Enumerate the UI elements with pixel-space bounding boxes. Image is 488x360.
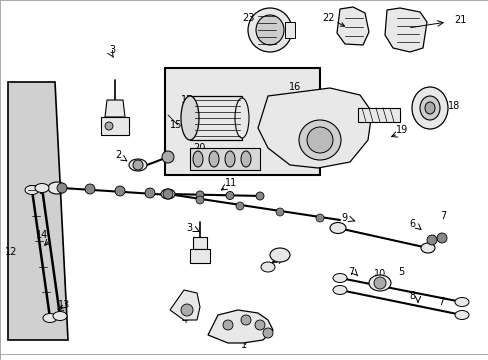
Text: 6: 6 xyxy=(408,219,414,229)
Polygon shape xyxy=(258,88,371,168)
Ellipse shape xyxy=(193,151,203,167)
Circle shape xyxy=(263,328,272,338)
Text: 11: 11 xyxy=(224,178,237,188)
Text: 13: 13 xyxy=(58,300,70,310)
Circle shape xyxy=(256,192,264,200)
Text: 13: 13 xyxy=(28,185,40,195)
Polygon shape xyxy=(207,310,272,343)
Circle shape xyxy=(241,315,250,325)
Text: 7: 7 xyxy=(437,297,443,307)
Circle shape xyxy=(162,151,174,163)
Polygon shape xyxy=(384,8,426,52)
Ellipse shape xyxy=(43,314,57,323)
Text: 7: 7 xyxy=(347,267,353,277)
Circle shape xyxy=(145,188,155,198)
Ellipse shape xyxy=(208,151,219,167)
Ellipse shape xyxy=(306,127,332,153)
Bar xyxy=(357,108,399,122)
Ellipse shape xyxy=(224,151,235,167)
Ellipse shape xyxy=(420,243,434,253)
Polygon shape xyxy=(336,7,368,45)
Ellipse shape xyxy=(53,311,67,320)
Text: 3: 3 xyxy=(109,45,115,55)
Ellipse shape xyxy=(241,151,250,167)
Text: 15: 15 xyxy=(170,120,182,130)
Text: 8: 8 xyxy=(408,291,414,301)
Bar xyxy=(164,68,319,175)
Circle shape xyxy=(181,304,193,316)
Text: 20: 20 xyxy=(193,143,205,153)
Text: 9: 9 xyxy=(341,213,347,223)
Ellipse shape xyxy=(235,98,248,138)
Circle shape xyxy=(254,320,264,330)
Circle shape xyxy=(275,208,284,216)
Circle shape xyxy=(426,235,436,245)
Text: 2: 2 xyxy=(271,255,278,265)
Bar xyxy=(193,237,206,249)
Circle shape xyxy=(373,277,385,289)
Text: 4: 4 xyxy=(182,315,188,325)
Text: 3: 3 xyxy=(185,223,192,233)
Ellipse shape xyxy=(419,96,439,120)
Text: 14: 14 xyxy=(36,230,48,240)
Text: 19: 19 xyxy=(395,125,407,135)
Ellipse shape xyxy=(25,185,39,194)
Ellipse shape xyxy=(129,159,147,171)
Text: 22: 22 xyxy=(322,13,344,26)
Circle shape xyxy=(133,160,142,170)
Ellipse shape xyxy=(332,274,346,283)
Circle shape xyxy=(57,183,67,193)
Ellipse shape xyxy=(161,189,175,199)
Circle shape xyxy=(196,191,203,199)
Bar xyxy=(285,22,294,38)
Ellipse shape xyxy=(424,102,434,114)
Text: 10: 10 xyxy=(373,269,386,279)
Circle shape xyxy=(85,184,95,194)
Polygon shape xyxy=(105,100,125,117)
Ellipse shape xyxy=(48,182,66,194)
Circle shape xyxy=(436,233,446,243)
Ellipse shape xyxy=(298,120,340,160)
Bar xyxy=(190,249,209,263)
Text: 16: 16 xyxy=(288,82,301,92)
Circle shape xyxy=(163,189,173,199)
Text: 12: 12 xyxy=(5,247,18,257)
Bar xyxy=(190,96,242,140)
Ellipse shape xyxy=(247,8,291,52)
Circle shape xyxy=(105,122,113,130)
Text: 5: 5 xyxy=(397,267,404,277)
Text: 18: 18 xyxy=(447,101,459,111)
Circle shape xyxy=(223,320,232,330)
Ellipse shape xyxy=(411,87,447,129)
Text: 21: 21 xyxy=(453,15,466,25)
Circle shape xyxy=(236,202,244,210)
Text: 23: 23 xyxy=(242,13,261,26)
Ellipse shape xyxy=(454,310,468,320)
Text: 2: 2 xyxy=(115,150,121,160)
Polygon shape xyxy=(8,82,68,340)
Ellipse shape xyxy=(329,222,346,234)
Ellipse shape xyxy=(261,262,274,272)
Ellipse shape xyxy=(332,285,346,294)
Circle shape xyxy=(115,186,125,196)
Circle shape xyxy=(196,196,203,204)
Ellipse shape xyxy=(368,275,390,291)
Circle shape xyxy=(225,192,234,199)
Circle shape xyxy=(315,214,324,222)
Text: 1: 1 xyxy=(241,340,246,350)
Polygon shape xyxy=(170,290,200,320)
Ellipse shape xyxy=(256,15,284,45)
Text: 17: 17 xyxy=(180,95,193,105)
Text: 7: 7 xyxy=(439,211,446,221)
Bar xyxy=(190,148,260,170)
Ellipse shape xyxy=(35,184,49,193)
Ellipse shape xyxy=(269,248,289,262)
Bar xyxy=(101,117,129,135)
Ellipse shape xyxy=(454,297,468,306)
Ellipse shape xyxy=(181,96,199,140)
